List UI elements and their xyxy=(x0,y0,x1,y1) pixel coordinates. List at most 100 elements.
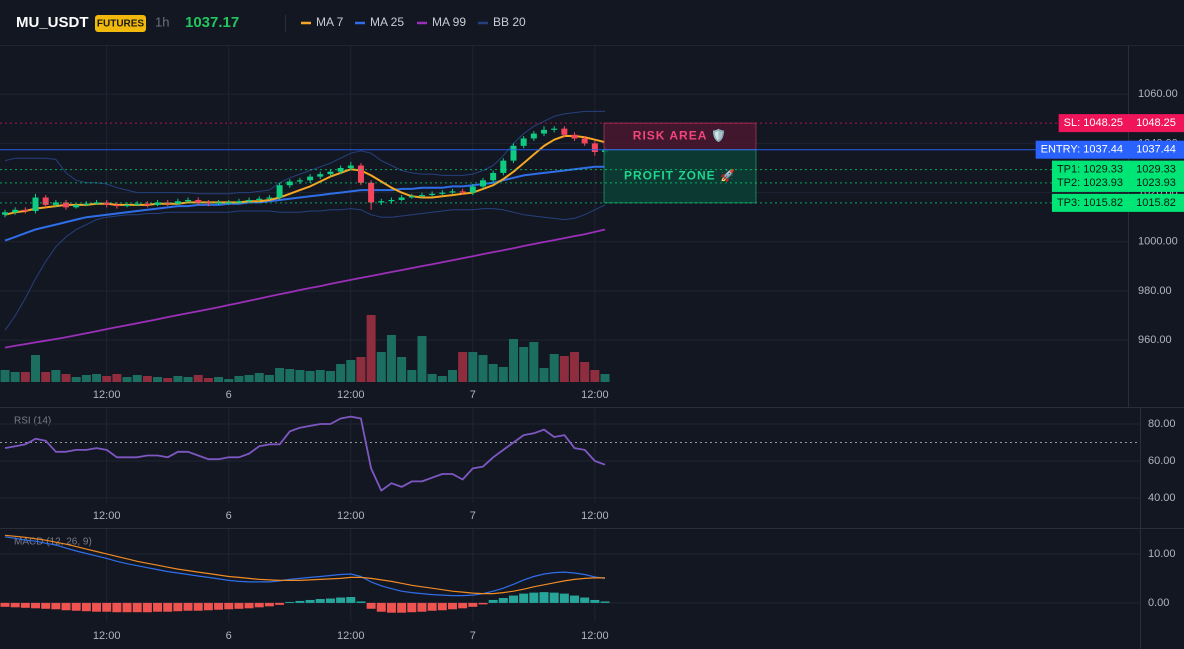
volume-bar xyxy=(559,356,569,382)
level-label-bg xyxy=(1035,140,1128,159)
candle-body xyxy=(571,134,578,139)
candle-body xyxy=(286,181,293,186)
level-label-bg xyxy=(1051,173,1128,192)
macd-line xyxy=(4,536,606,597)
volume-bar xyxy=(214,377,224,382)
volume-bar xyxy=(142,376,152,382)
volume-bar xyxy=(600,374,610,382)
legend-label: MA 7 xyxy=(316,15,344,29)
candle-body xyxy=(439,192,446,194)
y-tick-label: 1060.00 xyxy=(1138,88,1178,100)
x-tick-label: 12:00 xyxy=(337,389,365,401)
macd-histogram-bar xyxy=(397,602,407,613)
candle-body xyxy=(73,204,80,208)
volume-bar xyxy=(275,368,285,382)
volume-bar xyxy=(20,372,30,382)
macd-histogram-bar xyxy=(163,602,173,612)
candle-body xyxy=(276,185,283,198)
candle-body xyxy=(368,182,375,203)
candle-body xyxy=(154,202,161,205)
zone xyxy=(603,149,757,204)
macd-histogram-bar xyxy=(275,602,285,605)
bollinger-upper xyxy=(4,110,605,195)
macd-histogram-bar xyxy=(102,602,112,612)
y-tick-label: 10.00 xyxy=(1148,548,1176,560)
macd-histogram-bar xyxy=(112,602,122,613)
moving-average xyxy=(4,228,606,349)
candle-body xyxy=(63,202,70,208)
volume-bar xyxy=(285,369,295,382)
price-label: 1048.25 xyxy=(1136,117,1176,129)
price-label-bg xyxy=(1128,114,1184,133)
macd-histogram-bar xyxy=(10,602,20,608)
candle-body xyxy=(469,186,476,193)
macd-histogram-bar xyxy=(366,602,376,609)
volume-bar xyxy=(10,372,20,382)
macd-histogram-bar xyxy=(458,602,468,609)
macd-histogram-bar xyxy=(71,602,81,611)
candle-body xyxy=(32,197,39,212)
level-label: TP1: 1029.33 xyxy=(1057,164,1123,176)
macd-histogram-bar xyxy=(142,602,152,613)
macd-histogram-bar xyxy=(417,602,427,612)
volume-bar xyxy=(458,352,468,382)
symbol: MU_USDT xyxy=(16,14,89,31)
y-tick-label: 80.00 xyxy=(1148,418,1176,430)
x-tick-label: 6 xyxy=(226,389,232,401)
candle-body xyxy=(52,202,59,205)
candle-body xyxy=(459,191,466,193)
volume-bar xyxy=(468,352,478,382)
candle-body xyxy=(520,138,527,146)
price-label: 1037.44 xyxy=(1136,144,1176,156)
volume-bar xyxy=(498,367,508,382)
x-tick-label: 12:00 xyxy=(581,510,609,522)
macd-histogram-bar xyxy=(600,601,610,603)
macd-histogram-bar xyxy=(295,600,305,603)
macd-histogram-bar xyxy=(427,602,437,611)
macd-histogram-bar xyxy=(183,602,193,611)
volume-bar xyxy=(447,370,457,382)
x-tick-label: 12:00 xyxy=(581,630,609,642)
x-tick-label: 6 xyxy=(226,630,232,642)
legend-label: MA 99 xyxy=(432,15,466,29)
candle-body xyxy=(327,171,334,175)
x-tick-label: 12:00 xyxy=(337,510,365,522)
macd-histogram-bar xyxy=(315,598,325,603)
volume-bar xyxy=(173,376,183,382)
volume-bar xyxy=(305,371,315,382)
macd-histogram-bar xyxy=(336,597,346,603)
candle-body xyxy=(307,176,314,181)
candle-body xyxy=(215,202,222,204)
volume-bar xyxy=(163,378,173,382)
volume-bar xyxy=(112,374,122,382)
volume-bar xyxy=(132,375,142,382)
macd-histogram-bar xyxy=(478,602,488,605)
price-label: 1015.82 xyxy=(1136,197,1176,209)
x-tick-label: 12:00 xyxy=(93,510,121,522)
badge-bg xyxy=(95,15,146,32)
last-price: 1037.17 xyxy=(185,14,239,31)
macd-histogram-bar xyxy=(254,602,264,608)
level-label: TP2: 1023.93 xyxy=(1057,177,1123,189)
candle-body xyxy=(449,191,456,193)
price-label-bg xyxy=(1128,173,1184,192)
volume-bar xyxy=(203,378,213,382)
x-tick-label: 7 xyxy=(470,510,476,522)
x-tick-label: 12:00 xyxy=(581,389,609,401)
macd-histogram-bar xyxy=(447,602,457,610)
x-tick-label: 12:00 xyxy=(337,630,365,642)
badge: FUTURES xyxy=(97,19,145,30)
volume-bar xyxy=(61,374,71,382)
macd-histogram-bar xyxy=(285,601,295,603)
zone-label: PROFIT ZONE 🚀 xyxy=(624,168,736,182)
y-tick-label: 40.00 xyxy=(1148,492,1176,504)
x-tick-label: 12:00 xyxy=(93,630,121,642)
candle-body xyxy=(500,160,507,173)
bollinger-lower xyxy=(4,204,606,331)
macd-histogram-bar xyxy=(356,601,366,603)
candle-body xyxy=(479,180,486,187)
price-label: 1029.33 xyxy=(1136,164,1176,176)
candle-body xyxy=(266,197,273,199)
macd-histogram-bar xyxy=(203,602,213,611)
